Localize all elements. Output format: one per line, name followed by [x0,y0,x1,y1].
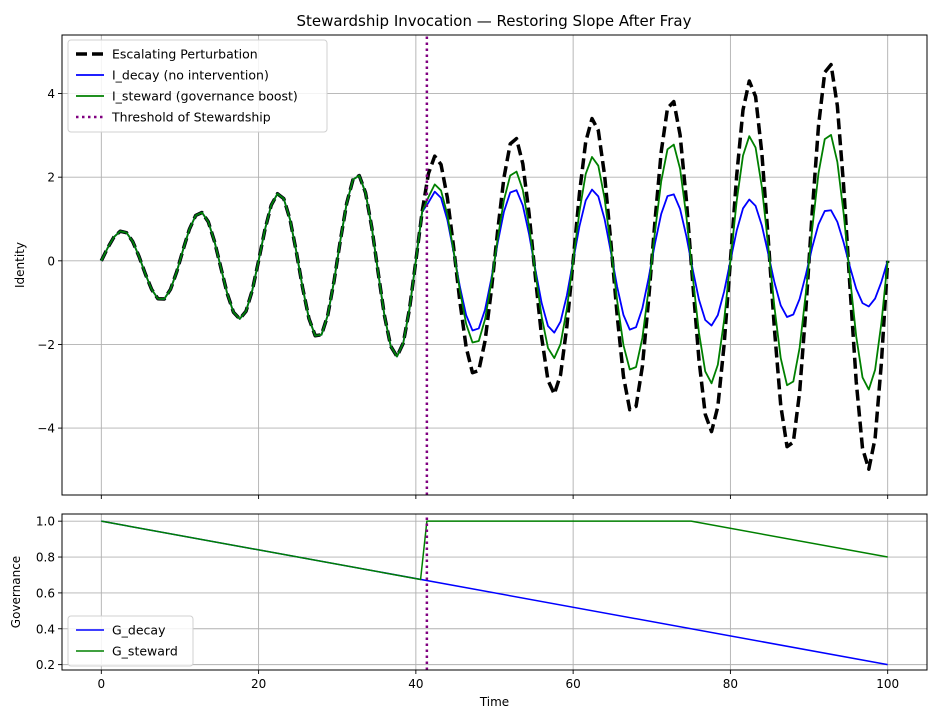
identity-panel: −4 −2 0 2 4 Identity Escalating Perturbation I_… [13,34,928,499]
y-tick-label: 4 [47,87,55,101]
legend-label: G_decay [112,623,166,638]
y-tick-label: 1.0 [36,515,55,529]
x-axis-label: Time [479,695,509,709]
x-tick-label: 100 [876,677,899,691]
axes-frame [61,513,928,671]
y-axis-label: Governance [9,556,23,628]
legend: G_decay G_steward [67,615,194,667]
legend-label: I_decay (no intervention) [112,68,269,83]
x-tick-label: 40 [408,677,423,691]
legend-box [67,39,328,133]
y-tick-label: 0.6 [36,586,55,600]
legend-label: I_steward (governance boost) [112,89,298,104]
legend-label: Escalating Perturbation [112,47,258,62]
plot-area [99,35,890,495]
legend-label: G_steward [112,644,178,659]
chart-title: Stewardship Invocation — Restoring Slope… [297,12,692,30]
x-tick-label: 20 [251,677,266,691]
x-tick-label: 0 [97,677,105,691]
y-tick-label: 0 [47,254,55,268]
legend-box [67,615,194,667]
y-tick-label: 0.8 [36,551,55,565]
y-axis-label: Identity [13,242,27,288]
x-tick-label: 60 [565,677,580,691]
axes-frame [61,34,928,496]
y-tick-label: 2 [47,171,55,185]
y-tick-label: −2 [37,338,55,352]
governance-panel: 0 20 40 60 80 100 0.2 0.4 0.6 0.8 1.0 Governance Tim… [9,513,928,709]
plot-area [101,514,888,670]
y-tick-label: −4 [37,422,55,436]
legend: Escalating Perturbation I_decay (no inter… [67,39,328,133]
y-tick-label: 0.4 [36,622,55,636]
g-steward-line [101,520,888,581]
legend-label: Threshold of Stewardship [111,110,271,125]
i-steward-governance-boost-line [100,134,889,391]
x-tick-label: 80 [723,677,738,691]
y-tick-label: 0.2 [36,658,55,672]
